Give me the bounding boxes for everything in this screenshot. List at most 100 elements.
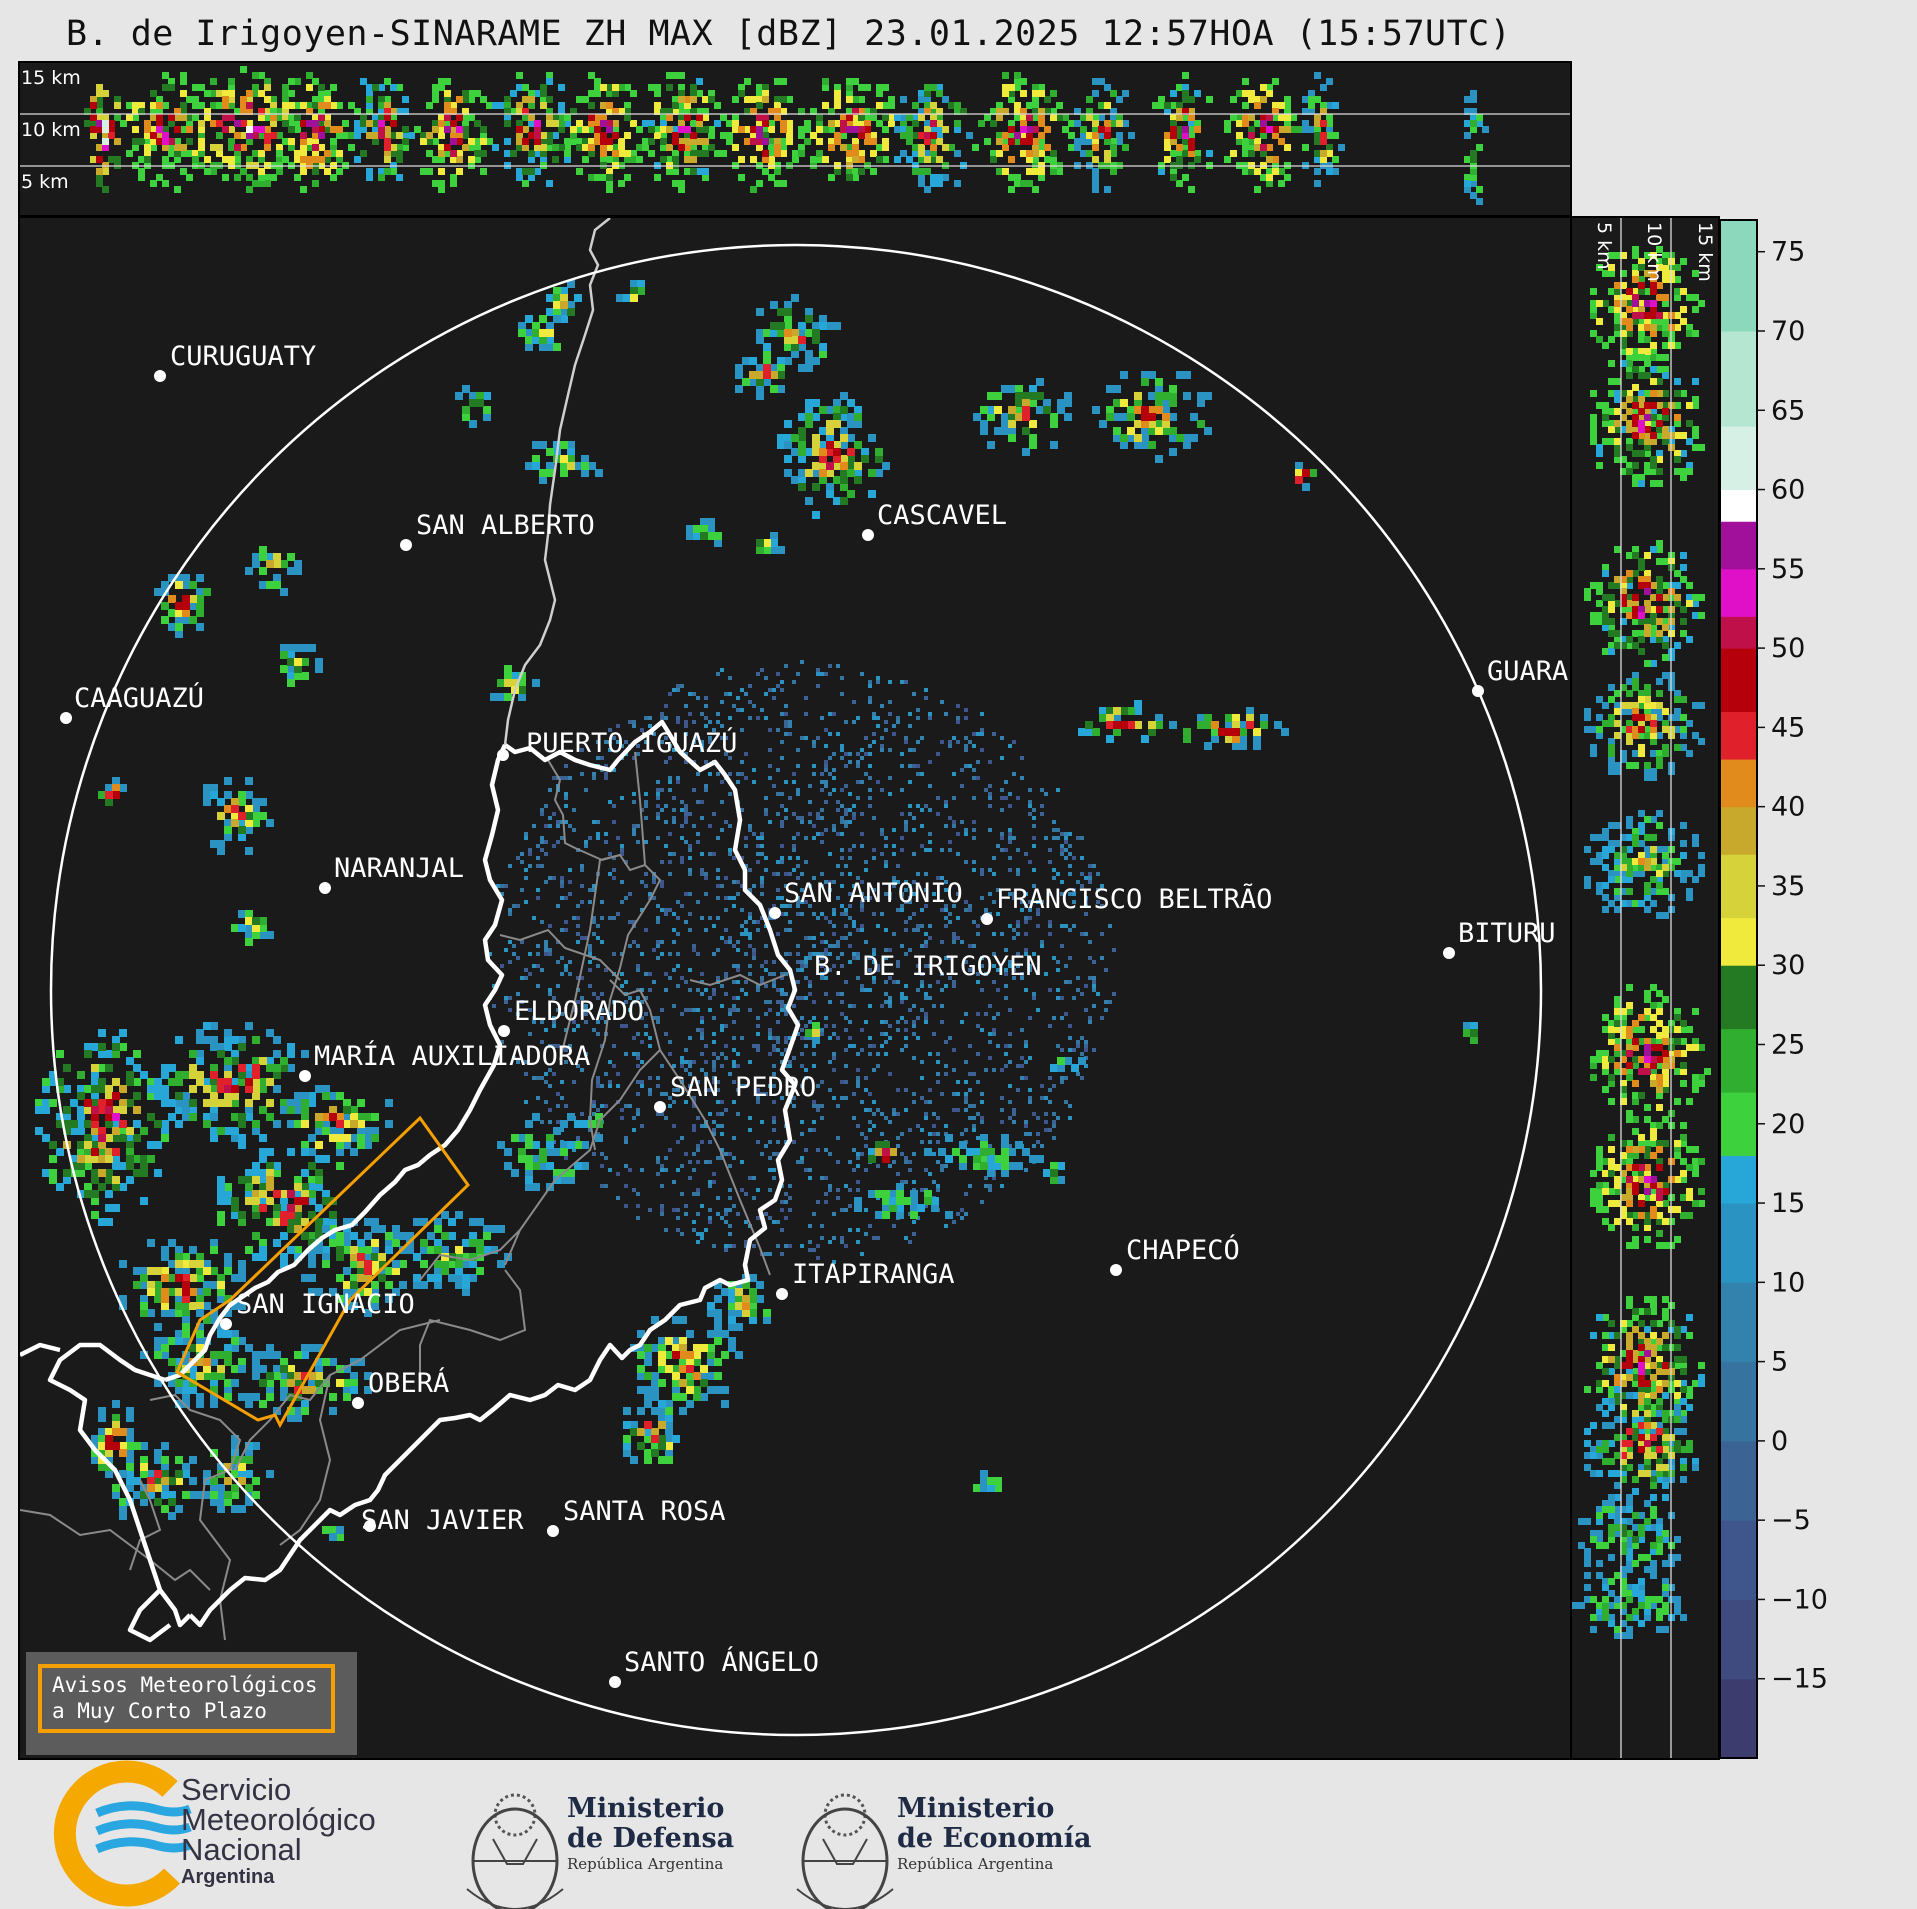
city-marker[interactable]: SAN ANTONIO bbox=[769, 878, 963, 919]
city-dot bbox=[776, 1288, 788, 1300]
colorbar-band bbox=[1720, 1678, 1757, 1759]
city-marker[interactable]: BITURU bbox=[1443, 918, 1556, 959]
city-dot bbox=[498, 1025, 510, 1037]
city-label: ITAPIRANGA bbox=[792, 1259, 955, 1290]
city-marker[interactable]: CURUGUATY bbox=[154, 341, 316, 382]
radar-map[interactable]: CURUGUATY SAN ALBERTO CASCAVEL CAAGUAZÚ GUAR… bbox=[18, 216, 1572, 1760]
city-label: SAN PEDRO bbox=[670, 1072, 816, 1103]
city-marker[interactable]: MARÍA AUXILIADORA bbox=[299, 1040, 590, 1082]
city-label: SAN IGNACIO bbox=[236, 1289, 415, 1320]
defensa-line3: República Argentina bbox=[567, 1855, 724, 1873]
side-profile-echoes bbox=[1572, 246, 1711, 1639]
city-marker[interactable]: SAN IGNACIO bbox=[220, 1289, 415, 1330]
colorbar-band bbox=[1720, 711, 1757, 760]
city-markers: CURUGUATY SAN ALBERTO CASCAVEL CAAGUAZÚ GUAR… bbox=[60, 341, 1568, 1688]
city-label: MARÍA AUXILIADORA bbox=[314, 1040, 590, 1072]
smn-line1: Servicio bbox=[181, 1772, 292, 1807]
top-profile-panel: 15 km 10 km 5 km bbox=[18, 61, 1572, 217]
city-marker[interactable]: PUERTO IGUAZÚ bbox=[497, 727, 737, 761]
economia-line3: República Argentina bbox=[897, 1855, 1054, 1873]
city-dot bbox=[654, 1101, 666, 1113]
city-dot bbox=[319, 882, 331, 894]
colorbar-band bbox=[1720, 1203, 1757, 1283]
city-label: CHAPECÓ bbox=[1126, 1234, 1240, 1266]
colorbar-band bbox=[1720, 1520, 1757, 1600]
colorbar-tick-label: 50 bbox=[1771, 633, 1805, 664]
parana-river bbox=[503, 218, 611, 746]
defensa-line2: de Defensa bbox=[567, 1823, 735, 1854]
colorbar-band bbox=[1720, 616, 1757, 649]
smn-line3: Nacional bbox=[181, 1832, 302, 1867]
colorbar-band bbox=[1720, 521, 1757, 570]
city-marker[interactable]: SAN ALBERTO bbox=[400, 510, 595, 551]
colorbar-tick-label: 15 bbox=[1771, 1188, 1805, 1219]
colorbar-tick-label: 55 bbox=[1771, 554, 1805, 585]
city-marker[interactable]: B. DE IRIGOYEN bbox=[814, 951, 1042, 982]
colorbar-band bbox=[1720, 1092, 1757, 1156]
city-marker[interactable]: ITAPIRANGA bbox=[776, 1259, 955, 1300]
city-label: NARANJAL bbox=[334, 853, 464, 884]
city-dot bbox=[497, 749, 509, 761]
city-label: OBERÁ bbox=[368, 1367, 449, 1399]
top-altitude-label-5: 5 km bbox=[21, 171, 69, 193]
coat-of-arms-defensa bbox=[466, 1793, 564, 1909]
colorbar-frame bbox=[1719, 219, 1758, 1759]
colorbar-band bbox=[1720, 1028, 1757, 1093]
colorbar-band bbox=[1720, 489, 1757, 522]
smn-logo-text: Servicio Meteorológico Nacional Argentin… bbox=[181, 1772, 376, 1889]
city-marker[interactable]: FRANCISCO BELTRÃO bbox=[981, 883, 1272, 925]
colorbar-band bbox=[1720, 426, 1757, 491]
colorbar-tick-label: 70 bbox=[1771, 316, 1805, 347]
city-label: B. DE IRIGOYEN bbox=[814, 951, 1042, 982]
city-dot bbox=[60, 712, 72, 724]
warning-polygon[interactable] bbox=[175, 1115, 470, 1429]
colorbar-band bbox=[1720, 568, 1757, 617]
city-marker[interactable]: ELDORADO bbox=[498, 996, 644, 1037]
city-label: SANTO ÁNGELO bbox=[624, 1646, 819, 1678]
city-dot bbox=[400, 539, 412, 551]
colorbar-band bbox=[1720, 854, 1757, 919]
city-label: CURUGUATY bbox=[170, 341, 316, 372]
city-marker[interactable]: CAAGUAZÚ bbox=[60, 682, 204, 724]
defensa-line1: Ministerio bbox=[567, 1793, 725, 1824]
warning-legend-line1: Avisos Meteorológicos bbox=[52, 1673, 318, 1697]
colorbar-tick-label: −5 bbox=[1771, 1505, 1811, 1536]
colorbar-tick-label: 20 bbox=[1771, 1109, 1805, 1140]
smn-line4: Argentina bbox=[181, 1866, 275, 1888]
colorbar-tick-label: −15 bbox=[1771, 1664, 1828, 1695]
city-marker[interactable]: SAN PEDRO bbox=[654, 1072, 816, 1113]
top-altitude-label-10: 10 km bbox=[21, 119, 81, 141]
smn-line2: Meteorológico bbox=[181, 1802, 376, 1837]
city-label: BITURU bbox=[1458, 918, 1556, 949]
city-marker[interactable]: OBERÁ bbox=[352, 1367, 449, 1409]
city-label: SAN ANTONIO bbox=[784, 878, 963, 909]
colorbar-tick-label: 65 bbox=[1771, 395, 1805, 426]
colorbar-tick-label: 30 bbox=[1771, 950, 1805, 981]
city-marker[interactable]: GUARA bbox=[1472, 656, 1568, 697]
city-marker[interactable]: CASCAVEL bbox=[862, 500, 1007, 541]
warning-legend-box[interactable]: Avisos Meteorológicos a Muy Corto Plazo bbox=[26, 1652, 357, 1755]
colorbar-band bbox=[1720, 759, 1757, 808]
side-altitude-label-10: 10 km bbox=[1643, 222, 1665, 282]
city-marker[interactable]: CHAPECÓ bbox=[1110, 1234, 1240, 1276]
city-label: CASCAVEL bbox=[877, 500, 1007, 531]
city-label: SAN JAVIER bbox=[361, 1505, 524, 1536]
colorbar-tick-label: 0 bbox=[1771, 1426, 1788, 1457]
colorbar-band bbox=[1720, 330, 1757, 427]
city-marker[interactable]: SAN JAVIER bbox=[361, 1505, 524, 1536]
coat-of-arms-economia bbox=[796, 1793, 894, 1909]
radar-range-ring bbox=[49, 243, 1543, 1737]
colorbar-tick-label: 60 bbox=[1771, 475, 1805, 506]
city-marker[interactable]: SANTA ROSA bbox=[547, 1496, 726, 1537]
city-marker[interactable]: NARANJAL bbox=[319, 853, 464, 894]
colorbar-tick-label: 10 bbox=[1771, 1267, 1805, 1298]
warning-legend-line2: a Muy Corto Plazo bbox=[52, 1699, 267, 1723]
colorbar-band bbox=[1720, 1361, 1757, 1442]
side-profile-panel: 5 km 10 km 15 km bbox=[1570, 216, 1720, 1760]
city-dot bbox=[862, 529, 874, 541]
city-dot bbox=[1110, 1264, 1122, 1276]
city-marker[interactable]: SANTO ÁNGELO bbox=[609, 1646, 819, 1688]
colorbar-band bbox=[1720, 1599, 1757, 1680]
